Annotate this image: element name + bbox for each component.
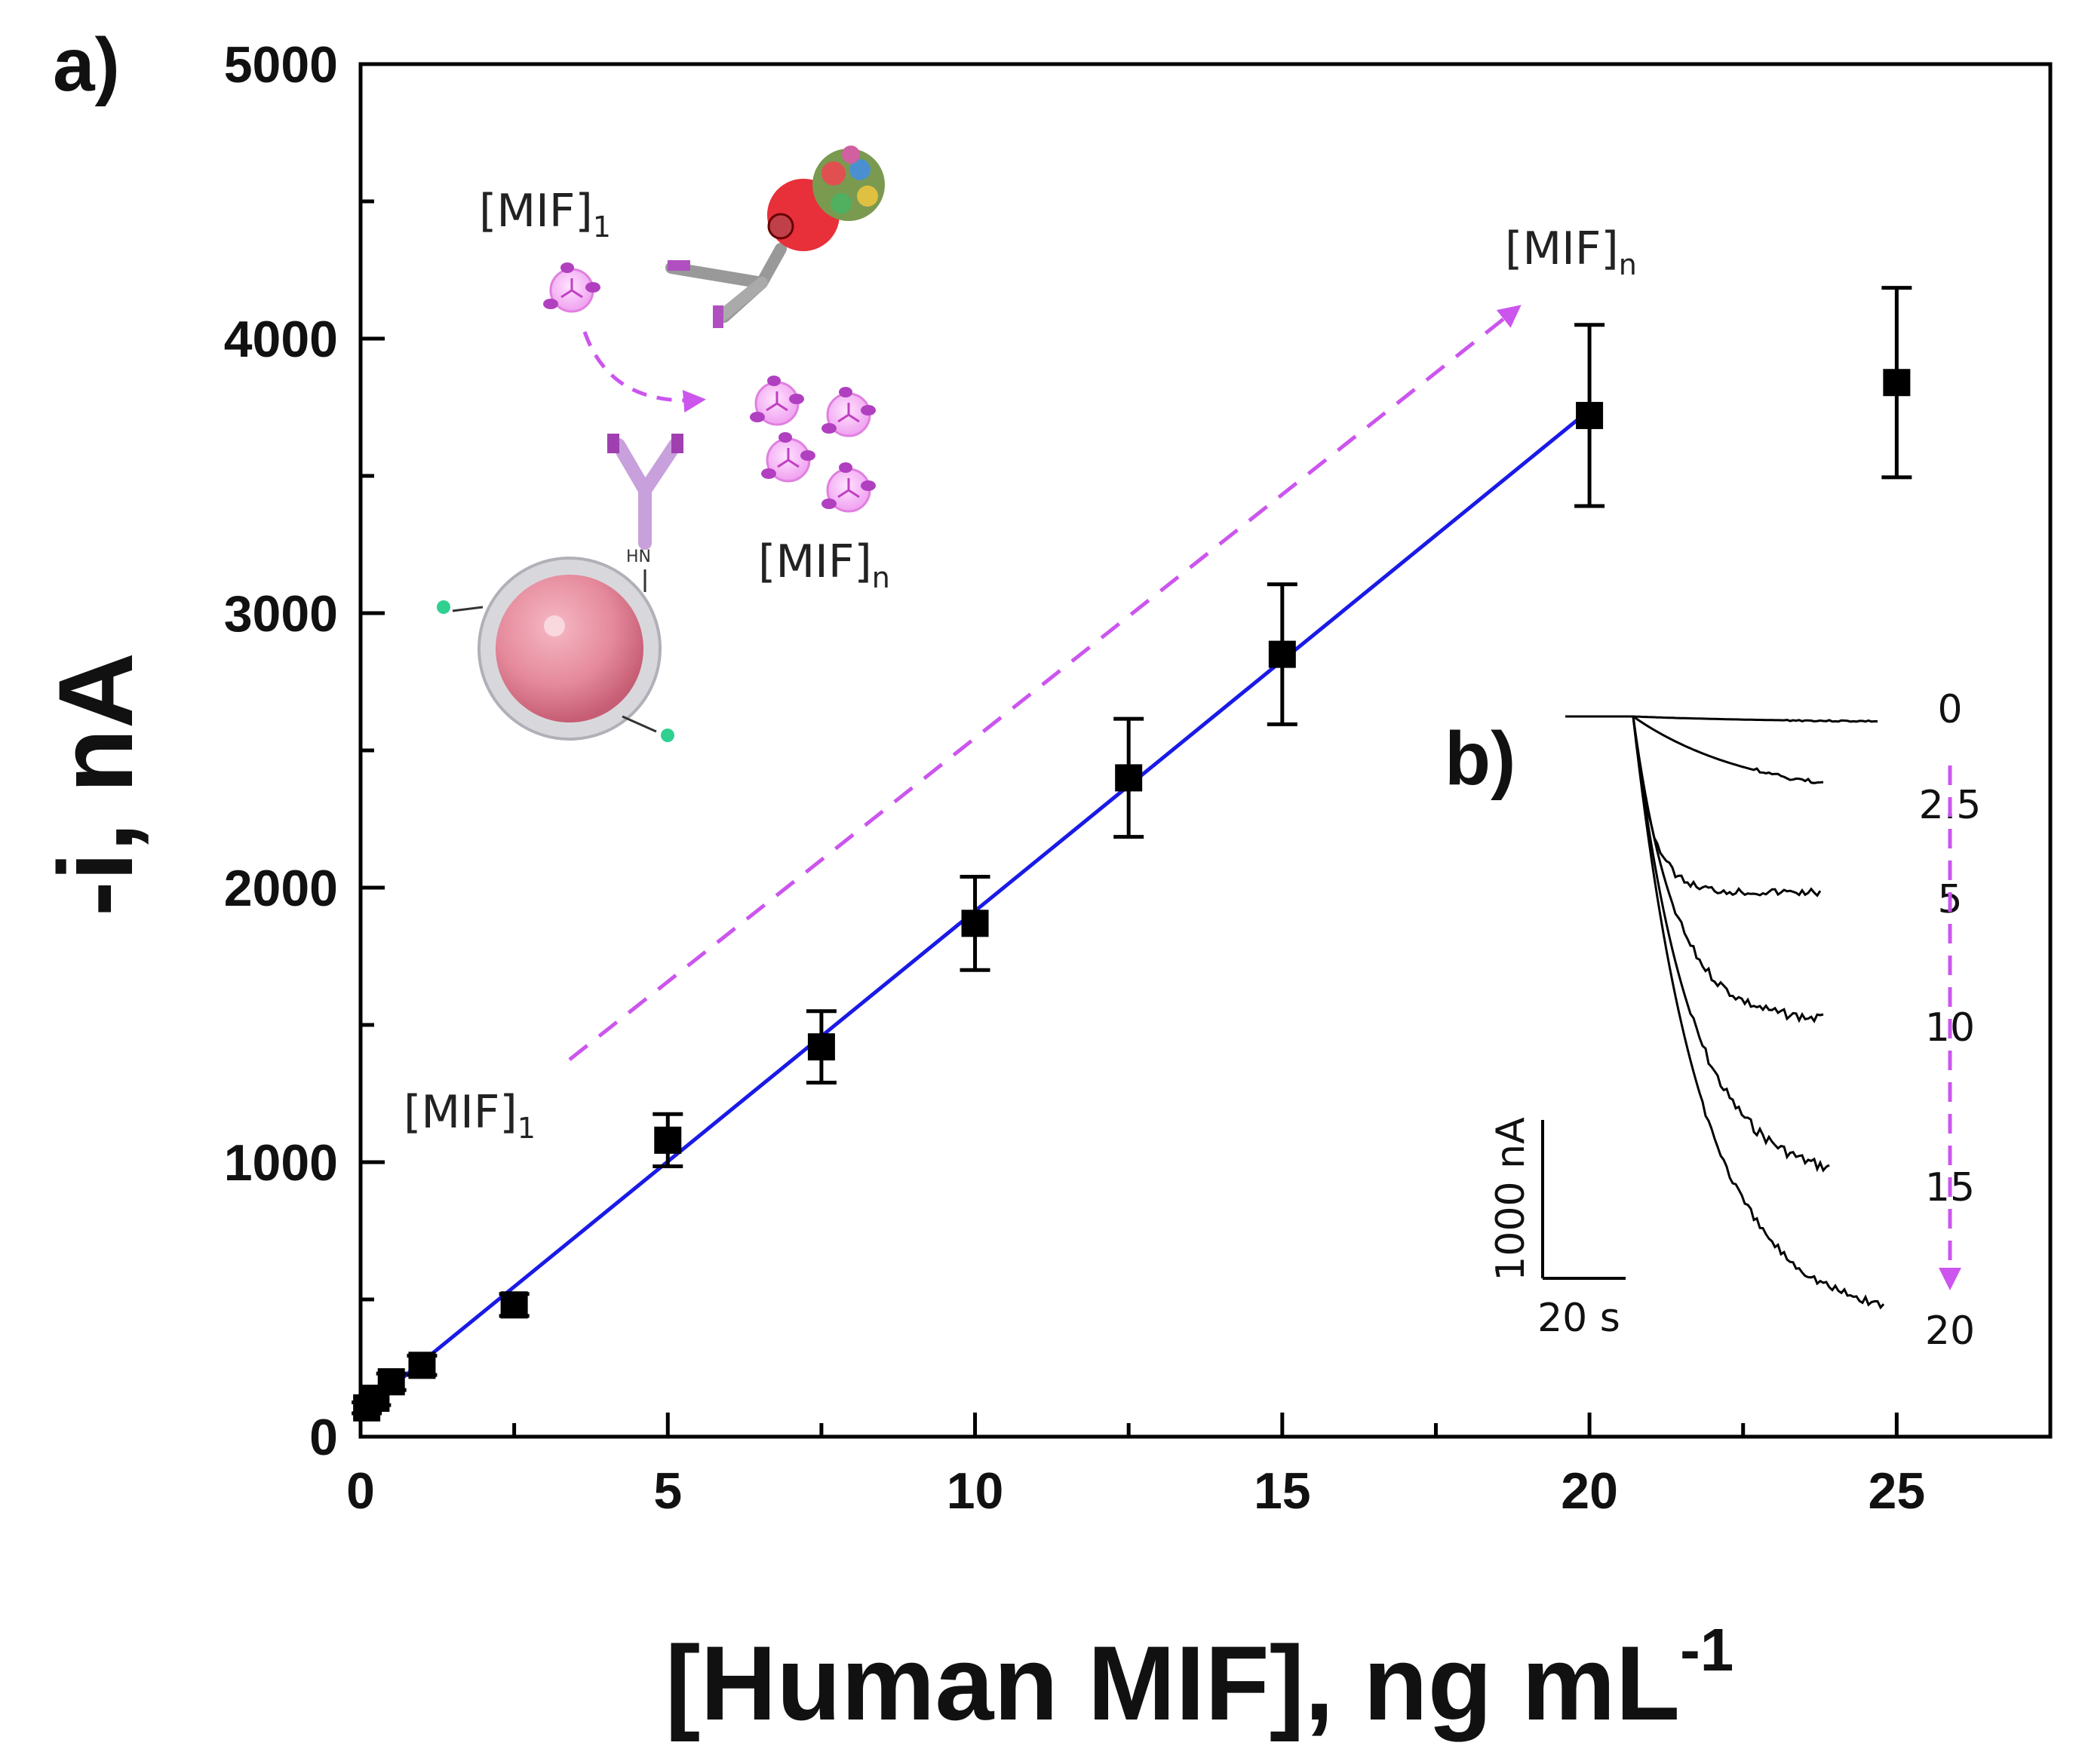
inset-trace <box>1565 715 1885 1310</box>
data-point <box>1883 369 1911 397</box>
y-axis-title: -i, nA <box>36 652 155 916</box>
data-point <box>1576 401 1604 429</box>
data-point <box>1115 764 1143 792</box>
y-tick-label: 1000 <box>224 1134 338 1192</box>
scale-y-label: 1000 nA <box>1488 1117 1534 1281</box>
inset-trace <box>1565 715 1822 897</box>
detection-antibody-icon <box>665 146 885 328</box>
x-tick-label: 10 <box>947 1462 1004 1520</box>
inset-trace <box>1565 715 1830 1173</box>
y-tick-label: 4000 <box>224 311 338 368</box>
data-point <box>500 1291 528 1319</box>
y-tick-label: 5000 <box>224 36 338 94</box>
plot-frame <box>358 62 2053 1439</box>
x-tick-label: 20 <box>1561 1462 1618 1520</box>
x-tick-label: 25 <box>1869 1462 1926 1520</box>
annotation-mif-n-top: [MIF]n <box>1505 222 1637 281</box>
data-point <box>1268 640 1296 668</box>
x-axis-ticks: 0 5 10 15 20 25 <box>346 1413 2053 1520</box>
annotation-mif-1-top: [MIF]1 <box>479 185 611 244</box>
annotation-mif-1-left: [MIF]1 <box>404 1086 536 1145</box>
mif-molecule-icon <box>543 262 600 313</box>
x-tick-label: 15 <box>1254 1462 1311 1520</box>
inset-trace-label: 0 <box>1937 687 1962 732</box>
y-tick-label: 0 <box>309 1409 338 1466</box>
scale-x-label: 20 s <box>1537 1296 1620 1341</box>
data-point <box>408 1351 436 1379</box>
x-axis-title-exponent: -1 <box>1680 1616 1733 1683</box>
trend-arrow <box>568 305 1522 1061</box>
data-point <box>961 910 989 937</box>
panel-label-b: b) <box>1445 716 1515 801</box>
inset-trace <box>1565 715 1824 784</box>
annotation-mif-n-mid: [MIF]n <box>758 535 890 594</box>
curved-arrow <box>582 331 706 413</box>
magnetic-bead-icon <box>437 557 674 742</box>
schematic-illustration: HN <box>437 146 885 742</box>
y-axis-ticks: 0 1000 2000 3000 4000 5000 <box>224 36 385 1466</box>
inset-trace-label: 20 <box>1925 1308 1975 1354</box>
data-point <box>654 1126 682 1154</box>
data-points-layer <box>352 286 1912 1422</box>
inset-panel-b: b) 02.55101520 1000 nA 20 s <box>1445 687 1981 1354</box>
inset-trace <box>1565 715 1824 1023</box>
mif-cluster-icon <box>750 376 876 513</box>
y-tick-label: 3000 <box>224 585 338 643</box>
capture-antibody-icon: HN <box>607 434 683 592</box>
y-tick-label: 2000 <box>224 860 338 917</box>
inset-traces <box>1565 715 1885 1310</box>
data-point <box>807 1033 835 1061</box>
panel-label-a: a) <box>53 23 120 107</box>
x-tick-label: 0 <box>346 1462 375 1520</box>
x-axis-title-main: [Human MIF], ng mL <box>665 1624 1680 1742</box>
inset-trace <box>1565 715 1878 723</box>
data-point <box>377 1368 405 1396</box>
x-axis-title: [Human MIF], ng mL-1 <box>665 1616 1734 1742</box>
x-tick-label: 5 <box>653 1462 682 1520</box>
svg-text:HN: HN <box>626 548 651 566</box>
